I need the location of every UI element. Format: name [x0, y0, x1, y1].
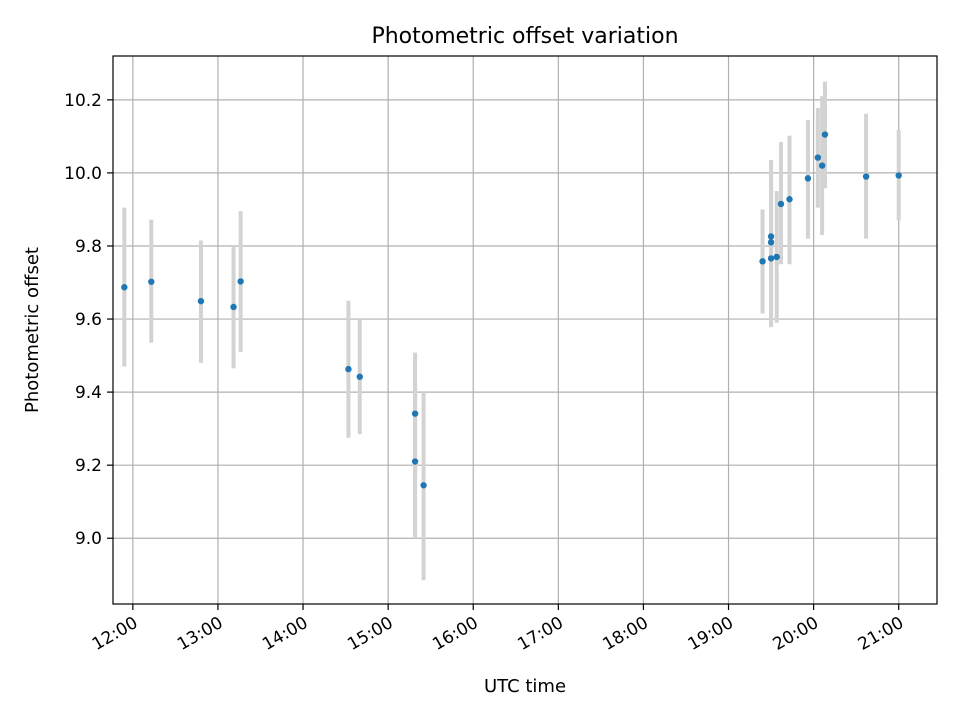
errorbars: [122, 81, 901, 581]
data-point: [230, 303, 237, 311]
data-point: [821, 131, 829, 138]
y-tick-label: 10.0: [64, 164, 102, 184]
x-tick-label: 13:00: [174, 613, 226, 655]
data-point: [356, 373, 363, 380]
x-tick-label: 15:00: [344, 613, 396, 655]
data-point: [420, 482, 427, 489]
data-point: [237, 278, 244, 285]
data-point: [197, 297, 205, 305]
data-point: [895, 172, 902, 179]
x-tick-label: 14:00: [259, 613, 311, 655]
y-tick-label: 9.0: [75, 529, 102, 549]
data-point: [767, 255, 775, 262]
data-point: [773, 253, 780, 261]
x-tick-label: 19:00: [685, 613, 737, 655]
data-point: [814, 154, 822, 161]
data-points: [121, 131, 902, 489]
data-point: [862, 173, 870, 180]
y-axis-ticks: 9.0 9.2 9.4 9.6 9.8 10.0 10.2: [64, 91, 113, 549]
gridlines: [113, 56, 937, 604]
x-tick-label: 17:00: [514, 613, 566, 655]
plot-area-frame: [112, 55, 938, 605]
data-point: [411, 458, 419, 465]
x-tick-label: 16:00: [429, 613, 481, 655]
data-point: [121, 284, 128, 291]
x-tick-label: 20:00: [770, 613, 822, 655]
y-tick-label: 9.2: [75, 456, 102, 476]
y-tick-label: 9.8: [75, 237, 102, 257]
data-point: [777, 200, 785, 208]
data-point: [759, 258, 766, 265]
data-point: [804, 175, 812, 182]
data-point: [411, 410, 419, 417]
data-point: [767, 233, 775, 240]
data-point: [148, 278, 155, 285]
data-point: [818, 162, 826, 169]
data-point: [767, 239, 775, 246]
chart-title: Photometric offset variation: [371, 24, 678, 49]
y-tick-label: 10.2: [64, 91, 102, 111]
y-axis-label: Photometric offset: [22, 247, 43, 413]
x-tick-label: 12:00: [89, 613, 141, 655]
y-tick-label: 9.4: [75, 383, 102, 403]
y-tick-label: 9.6: [75, 310, 102, 330]
x-axis-ticks: 12:00 13:00 14:00 15:00 16:00 17:00 18:00 19:00…: [89, 604, 907, 655]
x-axis-label: UTC time: [484, 676, 566, 697]
data-point: [786, 196, 793, 203]
x-tick-label: 21:00: [855, 613, 907, 655]
data-point: [345, 365, 352, 373]
x-tick-label: 18:00: [599, 613, 651, 655]
